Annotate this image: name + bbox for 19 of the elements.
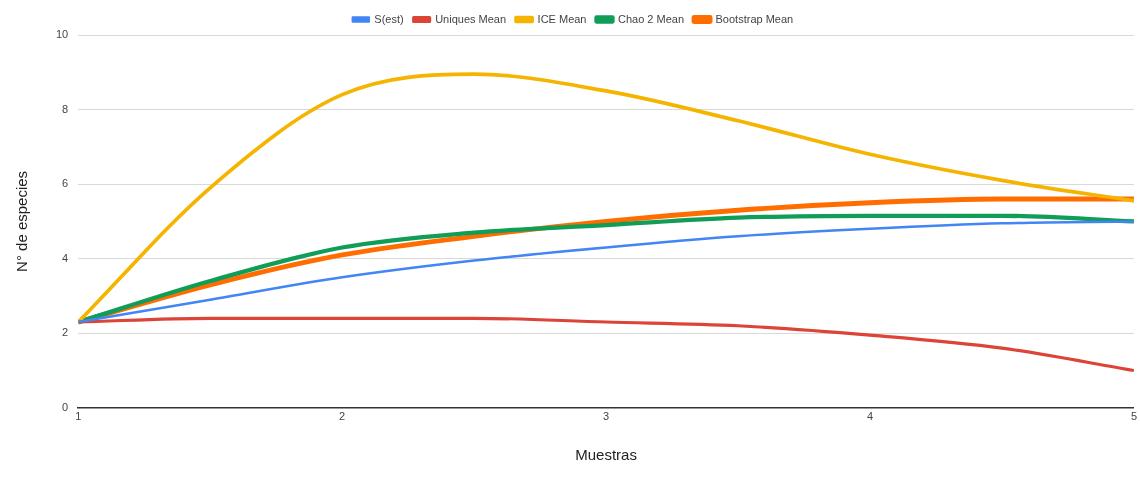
y-axis-title: N° de especies [13, 170, 31, 272]
y-tick-label: 4 [62, 251, 69, 264]
x-tick-label: 5 [1130, 410, 1137, 423]
x-tick-label: 1 [75, 410, 82, 423]
y-tick-label: 10 [55, 28, 69, 41]
y-tick-label: 6 [62, 177, 69, 190]
legend-label: Uniques Mean [435, 12, 507, 25]
x-tick-label: 2 [339, 410, 346, 423]
legend-label: Bootstrap Mean [715, 12, 794, 25]
x-tick-label: 4 [866, 410, 874, 423]
x-tick-label: 3 [603, 410, 610, 423]
line-series [78, 316, 1134, 373]
legend-label: ICE Mean [537, 12, 587, 25]
y-tick-label: 0 [62, 400, 69, 413]
legend-label: Chao 2 Mean [617, 12, 685, 25]
legend-label: S(est) [374, 12, 404, 25]
y-tick-label: 2 [62, 326, 69, 339]
x-axis-title: Muestras [575, 446, 637, 464]
y-tick-label: 8 [62, 102, 69, 115]
